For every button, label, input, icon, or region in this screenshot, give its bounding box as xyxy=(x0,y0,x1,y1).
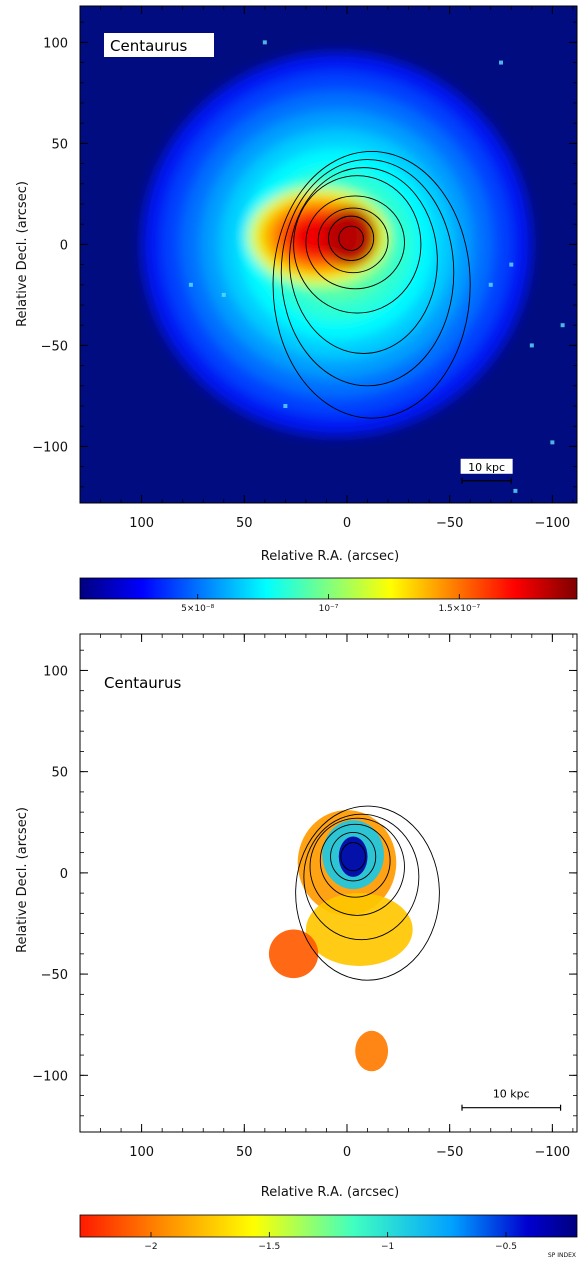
spectral-index-panel: 100 50 0 −50 −100 100 50 0 −50 −100 Centaurus 10 … xyxy=(15,633,578,1259)
x-axis-label: Relative R.A. (arcsec) xyxy=(261,1185,399,1200)
point-source xyxy=(262,40,267,45)
y-tick-label: 100 xyxy=(43,664,68,679)
radio-contours xyxy=(295,805,440,981)
point-source xyxy=(529,343,534,348)
plot-frame xyxy=(79,633,578,1133)
y-tick-label: 100 xyxy=(43,36,68,51)
x-tick-label: 50 xyxy=(236,1145,253,1160)
y-axis-label: Relative Decl. (arcsec) xyxy=(15,807,30,953)
plot-frame xyxy=(79,5,578,504)
title-box xyxy=(104,33,214,57)
scale-bar: 10 kpc xyxy=(461,1088,562,1111)
point-source xyxy=(188,282,193,287)
panel-title: Centaurus xyxy=(110,37,187,55)
colorbar-tick-label: −1.5 xyxy=(258,1242,280,1252)
colorbar-tick-label: −0.5 xyxy=(495,1242,517,1252)
colorbar-tick-label: 10⁻⁷ xyxy=(319,604,339,614)
colorbar-tick-label: 1.5×10⁻⁷ xyxy=(438,604,480,614)
contour-line xyxy=(328,215,375,262)
emission-peak xyxy=(324,206,378,267)
x-tick-label: 100 xyxy=(129,516,154,531)
contour-line xyxy=(317,207,389,274)
contour-line xyxy=(319,823,391,898)
y-tick-label: 50 xyxy=(51,137,68,152)
spix-region xyxy=(268,929,319,979)
colorbar-label: SP INDEX xyxy=(548,1252,576,1259)
y-axis-label: Relative Decl. (arcsec) xyxy=(15,181,30,327)
contour-line xyxy=(272,151,471,419)
x-tick-label: 100 xyxy=(129,1145,154,1160)
colorbar-gradient xyxy=(79,1214,578,1238)
colorbar-ticks: 5×10⁻⁸ 10⁻⁷ 1.5×10⁻⁷ xyxy=(181,594,481,614)
contour-line xyxy=(338,225,364,251)
x-tick-label: 0 xyxy=(343,1145,351,1160)
scale-bar-label: 10 kpc xyxy=(493,1088,530,1101)
colorbar: −2 −1.5 −1 −0.5 SP INDEX xyxy=(79,1214,578,1259)
x-tick-label: −100 xyxy=(534,1145,570,1160)
point-source xyxy=(221,292,226,297)
spix-region xyxy=(355,1030,389,1072)
point-source xyxy=(509,262,514,267)
y-tick-label: −50 xyxy=(41,968,68,983)
contour-line xyxy=(309,817,405,916)
y-tick-label: −100 xyxy=(32,440,68,455)
colorbar-tick-label: −2 xyxy=(144,1242,157,1252)
contour-line xyxy=(295,805,440,981)
x-axis-label: Relative R.A. (arcsec) xyxy=(261,549,399,564)
contour-line xyxy=(289,167,438,354)
y-tick-label: −100 xyxy=(32,1069,68,1084)
scale-bar-label: 10 kpc xyxy=(468,461,505,474)
contour-line xyxy=(303,813,420,941)
y-tick-label: 0 xyxy=(60,867,68,882)
point-source xyxy=(550,440,555,445)
y-tick-label: −50 xyxy=(41,339,68,354)
spectral-index-map xyxy=(268,810,413,1072)
point-source xyxy=(513,488,518,493)
axes: 100 50 0 −50 −100 100 50 0 −50 −100 xyxy=(32,6,577,531)
contour-line xyxy=(293,175,422,314)
radio-contours xyxy=(272,151,471,419)
spix-region xyxy=(338,836,368,877)
y-tick-label: 50 xyxy=(51,766,68,781)
point-source xyxy=(560,323,565,328)
panel-title: Centaurus xyxy=(104,674,181,692)
x-tick-label: 0 xyxy=(343,516,351,531)
point-source xyxy=(488,282,493,287)
point-sources xyxy=(188,40,565,493)
axes: 100 50 0 −50 −100 100 50 0 −50 −100 xyxy=(32,634,577,1160)
colorbar: 5×10⁻⁸ 10⁻⁷ 1.5×10⁻⁷ xyxy=(79,577,578,614)
contour-line xyxy=(340,842,366,872)
contour-line xyxy=(330,831,377,882)
colorbar-ticks: −2 −1.5 −1 −0.5 xyxy=(144,1232,517,1252)
scale-bar: 10 kpc xyxy=(460,458,513,484)
xray-panel: 100 50 0 −50 −100 100 50 0 −50 −100 Centaurus 10 … xyxy=(15,5,578,614)
x-tick-label: −50 xyxy=(436,1145,463,1160)
spix-region xyxy=(305,893,413,966)
contour-line xyxy=(305,195,405,290)
point-source xyxy=(499,60,504,65)
colorbar-tick-label: 5×10⁻⁸ xyxy=(181,604,214,614)
colorbar-tick-label: −1 xyxy=(381,1242,394,1252)
scale-bar-label-box xyxy=(460,458,513,474)
x-tick-label: −50 xyxy=(436,516,463,531)
x-tick-label: −100 xyxy=(534,516,570,531)
contour-line xyxy=(280,159,455,387)
point-source xyxy=(283,404,288,409)
x-tick-label: 50 xyxy=(236,516,253,531)
y-tick-label: 0 xyxy=(60,238,68,253)
